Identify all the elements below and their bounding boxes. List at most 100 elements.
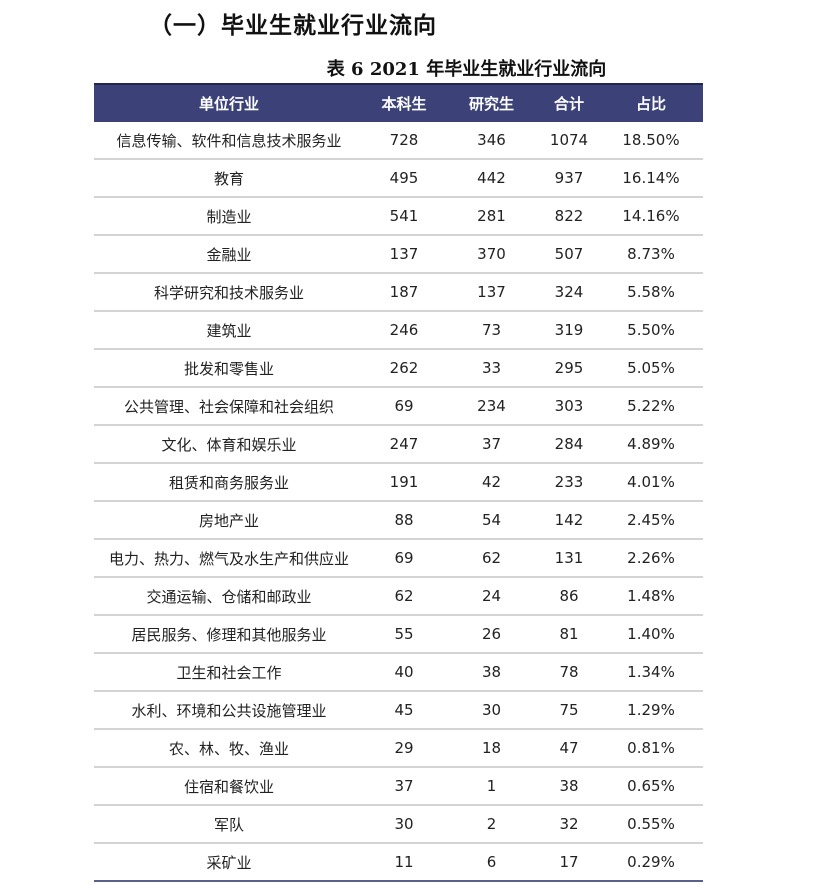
cell-total: 38 (539, 767, 599, 806)
cell-share: 14.16% (599, 197, 703, 236)
cell-total: 1074 (539, 122, 599, 160)
cell-total: 507 (539, 235, 599, 274)
table-row: 电力、热力、燃气及水生产和供应业 69 62 131 2.26% (94, 539, 703, 578)
cell-graduate: 18 (444, 729, 539, 768)
cell-undergraduate: 62 (364, 577, 444, 616)
section-heading: （一）毕业生就业行业流向 (149, 12, 437, 39)
cell-graduate: 234 (444, 387, 539, 426)
cell-undergraduate: 246 (364, 311, 444, 350)
cell-graduate: 2 (444, 805, 539, 844)
table-caption: 表 6 2021 年毕业生就业行业流向 (0, 55, 823, 81)
table-row: 教育 495 442 937 16.14% (94, 159, 703, 198)
cell-share: 0.65% (599, 767, 703, 806)
cell-industry: 房地产业 (94, 501, 364, 540)
cell-share: 16.14% (599, 159, 703, 198)
table-row: 公共管理、社会保障和社会组织 69 234 303 5.22% (94, 387, 703, 426)
cell-total: 319 (539, 311, 599, 350)
cell-industry: 租赁和商务服务业 (94, 463, 364, 502)
cell-share: 0.29% (599, 843, 703, 882)
cell-undergraduate: 29 (364, 729, 444, 768)
cell-industry: 金融业 (94, 235, 364, 274)
cell-undergraduate: 247 (364, 425, 444, 464)
cell-industry: 卫生和社会工作 (94, 653, 364, 692)
table-row: 居民服务、修理和其他服务业 55 26 81 1.40% (94, 615, 703, 654)
industry-employment-table: 单位行业 本科生 研究生 合计 占比 信息传输、软件和信息技术服务业 728 346… (94, 83, 703, 882)
table-row: 建筑业 246 73 319 5.50% (94, 311, 703, 350)
table-row: 金融业 137 370 507 8.73% (94, 235, 703, 274)
cell-graduate: 346 (444, 122, 539, 160)
cell-industry: 批发和零售业 (94, 349, 364, 388)
cell-undergraduate: 45 (364, 691, 444, 730)
table-row: 水利、环境和公共设施管理业 45 30 75 1.29% (94, 691, 703, 730)
table-row: 农、林、牧、渔业 29 18 47 0.81% (94, 729, 703, 768)
table-header: 单位行业 本科生 研究生 合计 占比 (94, 84, 703, 122)
table-row: 文化、体育和娱乐业 247 37 284 4.89% (94, 425, 703, 464)
cell-industry: 住宿和餐饮业 (94, 767, 364, 806)
cell-industry: 采矿业 (94, 843, 364, 882)
table-row: 军队 30 2 32 0.55% (94, 805, 703, 844)
cell-total: 131 (539, 539, 599, 578)
table-row: 制造业 541 281 822 14.16% (94, 197, 703, 236)
cell-total: 86 (539, 577, 599, 616)
cell-graduate: 281 (444, 197, 539, 236)
cell-share: 1.29% (599, 691, 703, 730)
cell-total: 81 (539, 615, 599, 654)
cell-undergraduate: 69 (364, 387, 444, 426)
cell-undergraduate: 40 (364, 653, 444, 692)
table-row: 交通运输、仓储和邮政业 62 24 86 1.48% (94, 577, 703, 616)
table-row: 房地产业 88 54 142 2.45% (94, 501, 703, 540)
cell-graduate: 38 (444, 653, 539, 692)
cell-industry: 信息传输、软件和信息技术服务业 (94, 122, 364, 160)
cell-share: 4.89% (599, 425, 703, 464)
cell-share: 8.73% (599, 235, 703, 274)
cell-graduate: 24 (444, 577, 539, 616)
header-row: 单位行业 本科生 研究生 合计 占比 (94, 84, 703, 122)
cell-undergraduate: 495 (364, 159, 444, 198)
cell-total: 17 (539, 843, 599, 882)
cell-graduate: 137 (444, 273, 539, 312)
cell-graduate: 26 (444, 615, 539, 654)
table-row: 批发和零售业 262 33 295 5.05% (94, 349, 703, 388)
cell-industry: 制造业 (94, 197, 364, 236)
header-undergraduate: 本科生 (381, 95, 427, 113)
table-row: 采矿业 11 6 17 0.29% (94, 843, 703, 882)
table-caption-text: 表 6 2021 年毕业生就业行业流向 (326, 59, 607, 80)
cell-undergraduate: 187 (364, 273, 444, 312)
cell-industry: 建筑业 (94, 311, 364, 350)
cell-share: 0.55% (599, 805, 703, 844)
cell-graduate: 54 (444, 501, 539, 540)
cell-graduate: 30 (444, 691, 539, 730)
table-row: 信息传输、软件和信息技术服务业 728 346 1074 18.50% (94, 122, 703, 160)
cell-share: 5.50% (599, 311, 703, 350)
cell-undergraduate: 37 (364, 767, 444, 806)
table-row: 住宿和餐饮业 37 1 38 0.65% (94, 767, 703, 806)
cell-industry: 教育 (94, 159, 364, 198)
cell-graduate: 442 (444, 159, 539, 198)
cell-industry: 公共管理、社会保障和社会组织 (94, 387, 364, 426)
cell-share: 1.48% (599, 577, 703, 616)
cell-graduate: 1 (444, 767, 539, 806)
cell-total: 32 (539, 805, 599, 844)
cell-share: 5.05% (599, 349, 703, 388)
header-total: 合计 (553, 95, 584, 113)
cell-total: 75 (539, 691, 599, 730)
cell-graduate: 6 (444, 843, 539, 882)
cell-share: 2.26% (599, 539, 703, 578)
cell-graduate: 370 (444, 235, 539, 274)
cell-share: 1.40% (599, 615, 703, 654)
cell-total: 142 (539, 501, 599, 540)
cell-industry: 水利、环境和公共设施管理业 (94, 691, 364, 730)
cell-total: 47 (539, 729, 599, 768)
cell-total: 324 (539, 273, 599, 312)
header-share: 占比 (635, 95, 666, 113)
cell-share: 5.58% (599, 273, 703, 312)
cell-undergraduate: 88 (364, 501, 444, 540)
cell-graduate: 33 (444, 349, 539, 388)
cell-undergraduate: 30 (364, 805, 444, 844)
cell-industry: 军队 (94, 805, 364, 844)
cell-undergraduate: 55 (364, 615, 444, 654)
cell-share: 4.01% (599, 463, 703, 502)
cell-undergraduate: 69 (364, 539, 444, 578)
cell-industry: 电力、热力、燃气及水生产和供应业 (94, 539, 364, 578)
cell-total: 937 (539, 159, 599, 198)
